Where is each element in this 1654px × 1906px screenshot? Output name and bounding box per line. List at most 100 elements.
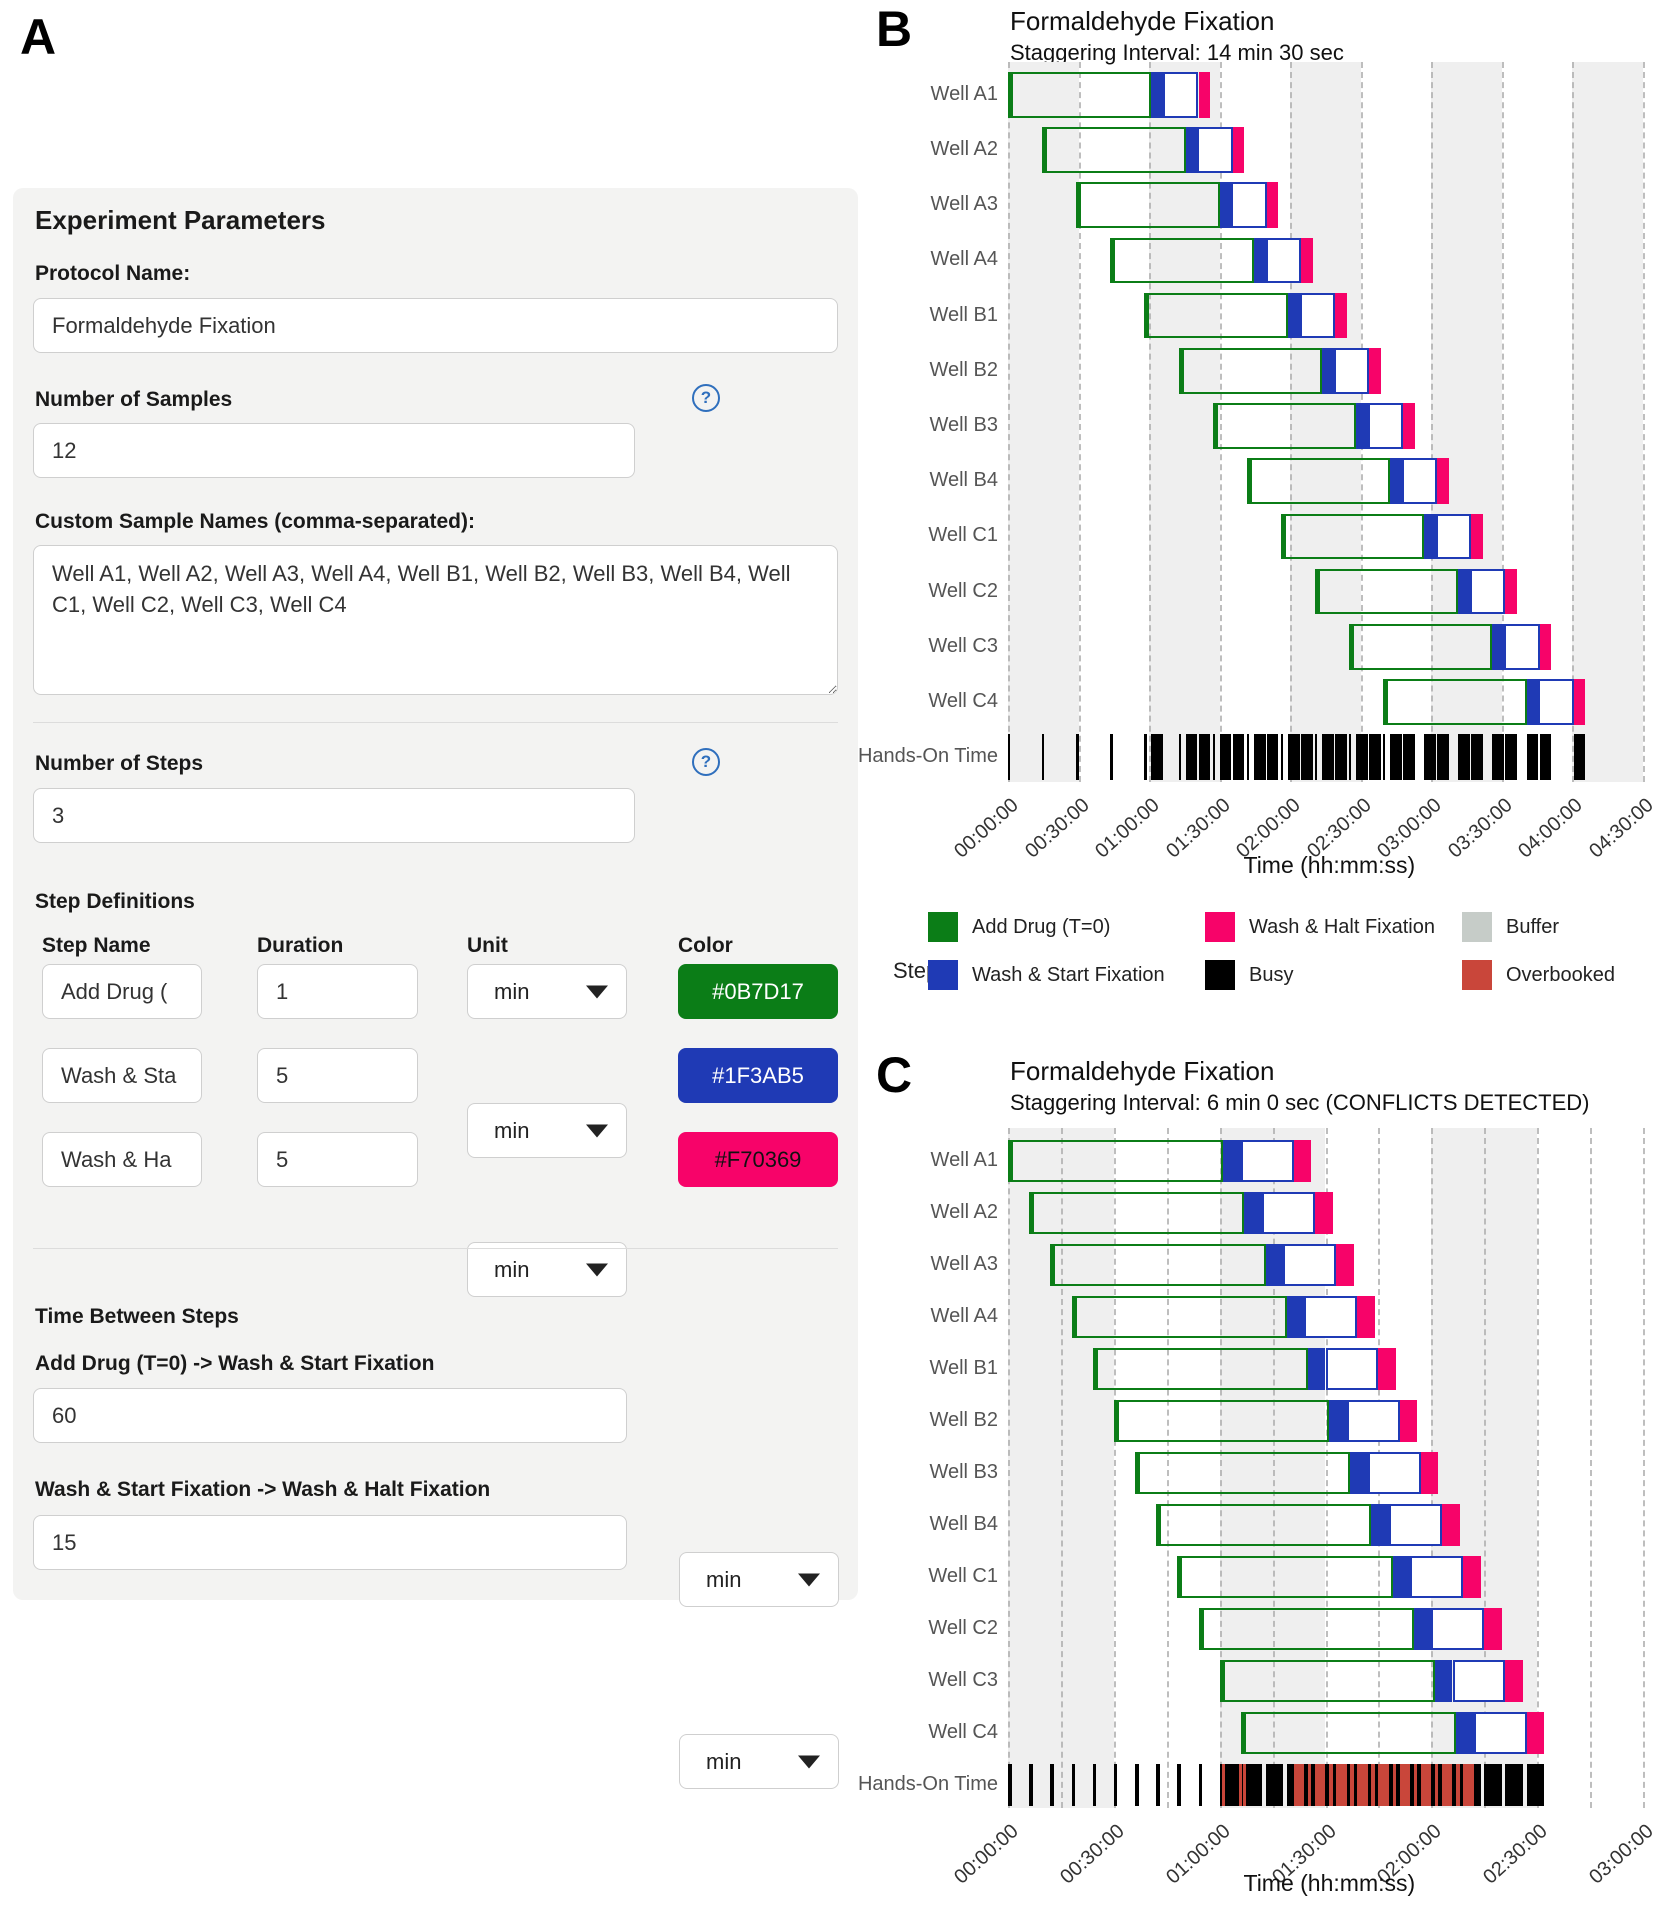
busy-mark (1177, 1764, 1181, 1806)
busy-mark (1369, 734, 1381, 780)
x-axis-title: Time (hh:mm:ss) (1243, 852, 1416, 878)
gantt-bar-segment (1265, 237, 1301, 284)
overbooked-mark (1221, 1764, 1225, 1806)
chart-background-band (1290, 62, 1361, 782)
step-name-input[interactable] (42, 1132, 202, 1187)
busy-mark (1246, 734, 1250, 780)
busy-mark (1526, 734, 1539, 780)
busy-mark (1505, 734, 1518, 780)
gantt-bar-segment (1403, 403, 1415, 449)
legend-swatch-overbooked (1462, 960, 1492, 990)
step-duration-input[interactable] (257, 1048, 418, 1103)
gantt-bar-segment (1299, 292, 1335, 339)
well-row-label: Well A4 (930, 248, 998, 271)
protocol-name-input[interactable] (33, 298, 838, 353)
gantt-bar-segment (1177, 1556, 1393, 1598)
gantt-bar-segment (1223, 1140, 1241, 1182)
chart-background-band (1219, 1128, 1326, 1808)
step-color-swatch[interactable]: #0B7D17 (678, 964, 838, 1019)
chart-gridline (1113, 1128, 1116, 1808)
step-duration-input[interactable] (257, 1132, 418, 1187)
gantt-bar-segment (1420, 1452, 1439, 1494)
step-color-swatch[interactable]: #1F3AB5 (678, 1048, 838, 1103)
busy-mark (1539, 734, 1552, 780)
well-row-label: Well B1 (929, 303, 998, 326)
gantt-bar-segment (1504, 624, 1540, 670)
busy-mark (1219, 734, 1232, 780)
gantt-bar-segment (1367, 403, 1404, 449)
busy-mark (1042, 734, 1045, 780)
gantt-bar-segment (1244, 1192, 1262, 1234)
number-of-samples-input[interactable] (33, 423, 635, 478)
gantt-bar-segment (1008, 72, 1152, 118)
x-tick-label: 02:30:00 (1479, 1820, 1552, 1889)
busy-mark (1135, 1764, 1139, 1806)
legend-swatch-wash-halt (1205, 912, 1235, 942)
busy-mark (1008, 734, 1011, 780)
gantt-bar-segment (1253, 237, 1266, 284)
step-duration-input[interactable] (257, 964, 418, 1019)
legend-swatch-buffer (1462, 912, 1492, 942)
gantt-bar-segment (1378, 1348, 1397, 1390)
gap-2-value-input[interactable] (33, 1515, 627, 1570)
gantt-bar-segment (1232, 127, 1245, 173)
chart-title: Formaldehyde Fixation (1010, 6, 1275, 36)
well-row-label: Well A3 (930, 1253, 998, 1275)
gap-1-unit-select[interactable]: min (679, 1552, 839, 1607)
well-row-label: Well C4 (928, 1721, 998, 1743)
gantt-bar-segment (1219, 1660, 1435, 1702)
busy-mark (1383, 734, 1386, 780)
help-icon[interactable]: ? (692, 748, 720, 776)
chart-subtitle: Staggering Interval: 6 min 0 sec (CONFLI… (1010, 1090, 1590, 1115)
busy-mark (1232, 734, 1245, 780)
gantt-bar-segment (1452, 1660, 1506, 1702)
chart-background-band (1572, 62, 1643, 782)
x-tick-label: 04:00:00 (1514, 794, 1588, 863)
chart-gridline (1166, 1128, 1169, 1808)
gap-2-unit-select[interactable]: min (679, 1734, 839, 1789)
custom-sample-names-textarea[interactable]: Well A1, Well A2, Well A3, Well A4, Well… (33, 545, 838, 695)
gantt-bar-segment (1471, 513, 1484, 560)
chart-gridline (1590, 1128, 1593, 1808)
overbooked-mark (1350, 1764, 1354, 1806)
step-color-swatch[interactable]: #F70369 (678, 1132, 838, 1187)
gantt-bar-segment (1431, 1608, 1485, 1650)
busy-mark (1424, 734, 1437, 780)
number-of-samples-label: Number of Samples (35, 388, 233, 411)
busy-mark (1212, 734, 1215, 780)
step-unit-select[interactable]: min (467, 964, 627, 1019)
busy-mark (1458, 734, 1471, 780)
busy-mark (1178, 734, 1181, 780)
chart-gridline (1501, 62, 1504, 782)
protocol-name-label: Protocol Name: (35, 262, 191, 285)
step-name-input[interactable] (42, 1048, 202, 1103)
gantt-bar-segment (1399, 1400, 1418, 1442)
chart-gridline (1290, 62, 1293, 782)
overbooked-mark (1239, 1764, 1243, 1806)
chart-background-band (1008, 62, 1079, 782)
chart-background-band (1431, 62, 1502, 782)
custom-sample-names-label: Custom Sample Names (comma-separated): (35, 510, 475, 533)
x-tick-label: 00:00:00 (950, 1820, 1023, 1889)
hands-on-time-label: Hands-On Time (857, 745, 998, 768)
legend-label-wash-halt: Wash & Halt Fixation (1249, 916, 1435, 938)
legend-label-overbooked: Overbooked (1506, 964, 1615, 986)
gantt-bar-segment (1008, 1140, 1224, 1182)
chart-gridline (1060, 1128, 1063, 1808)
chart-gridline (1325, 1128, 1328, 1808)
overbooked-mark (1399, 1764, 1411, 1806)
step-unit-select[interactable]: min (467, 1242, 627, 1297)
number-of-steps-input[interactable] (33, 788, 635, 843)
gap-1-value-input[interactable] (33, 1388, 627, 1443)
chart-gridline (1008, 62, 1010, 782)
well-row-label: Well B1 (929, 1357, 998, 1379)
step-unit-value: min (494, 978, 530, 1004)
gap-1-label: Add Drug (T=0) -> Wash & Start Fixation (35, 1352, 435, 1375)
busy-mark (1144, 734, 1147, 780)
legend-label-add-drug: Add Drug (T=0) (972, 916, 1111, 938)
gantt-bar-segment (1492, 624, 1505, 670)
overbooked-mark (1329, 1764, 1333, 1806)
help-icon[interactable]: ? (692, 384, 720, 412)
step-unit-select[interactable]: min (467, 1103, 627, 1158)
step-name-input[interactable] (42, 964, 202, 1019)
